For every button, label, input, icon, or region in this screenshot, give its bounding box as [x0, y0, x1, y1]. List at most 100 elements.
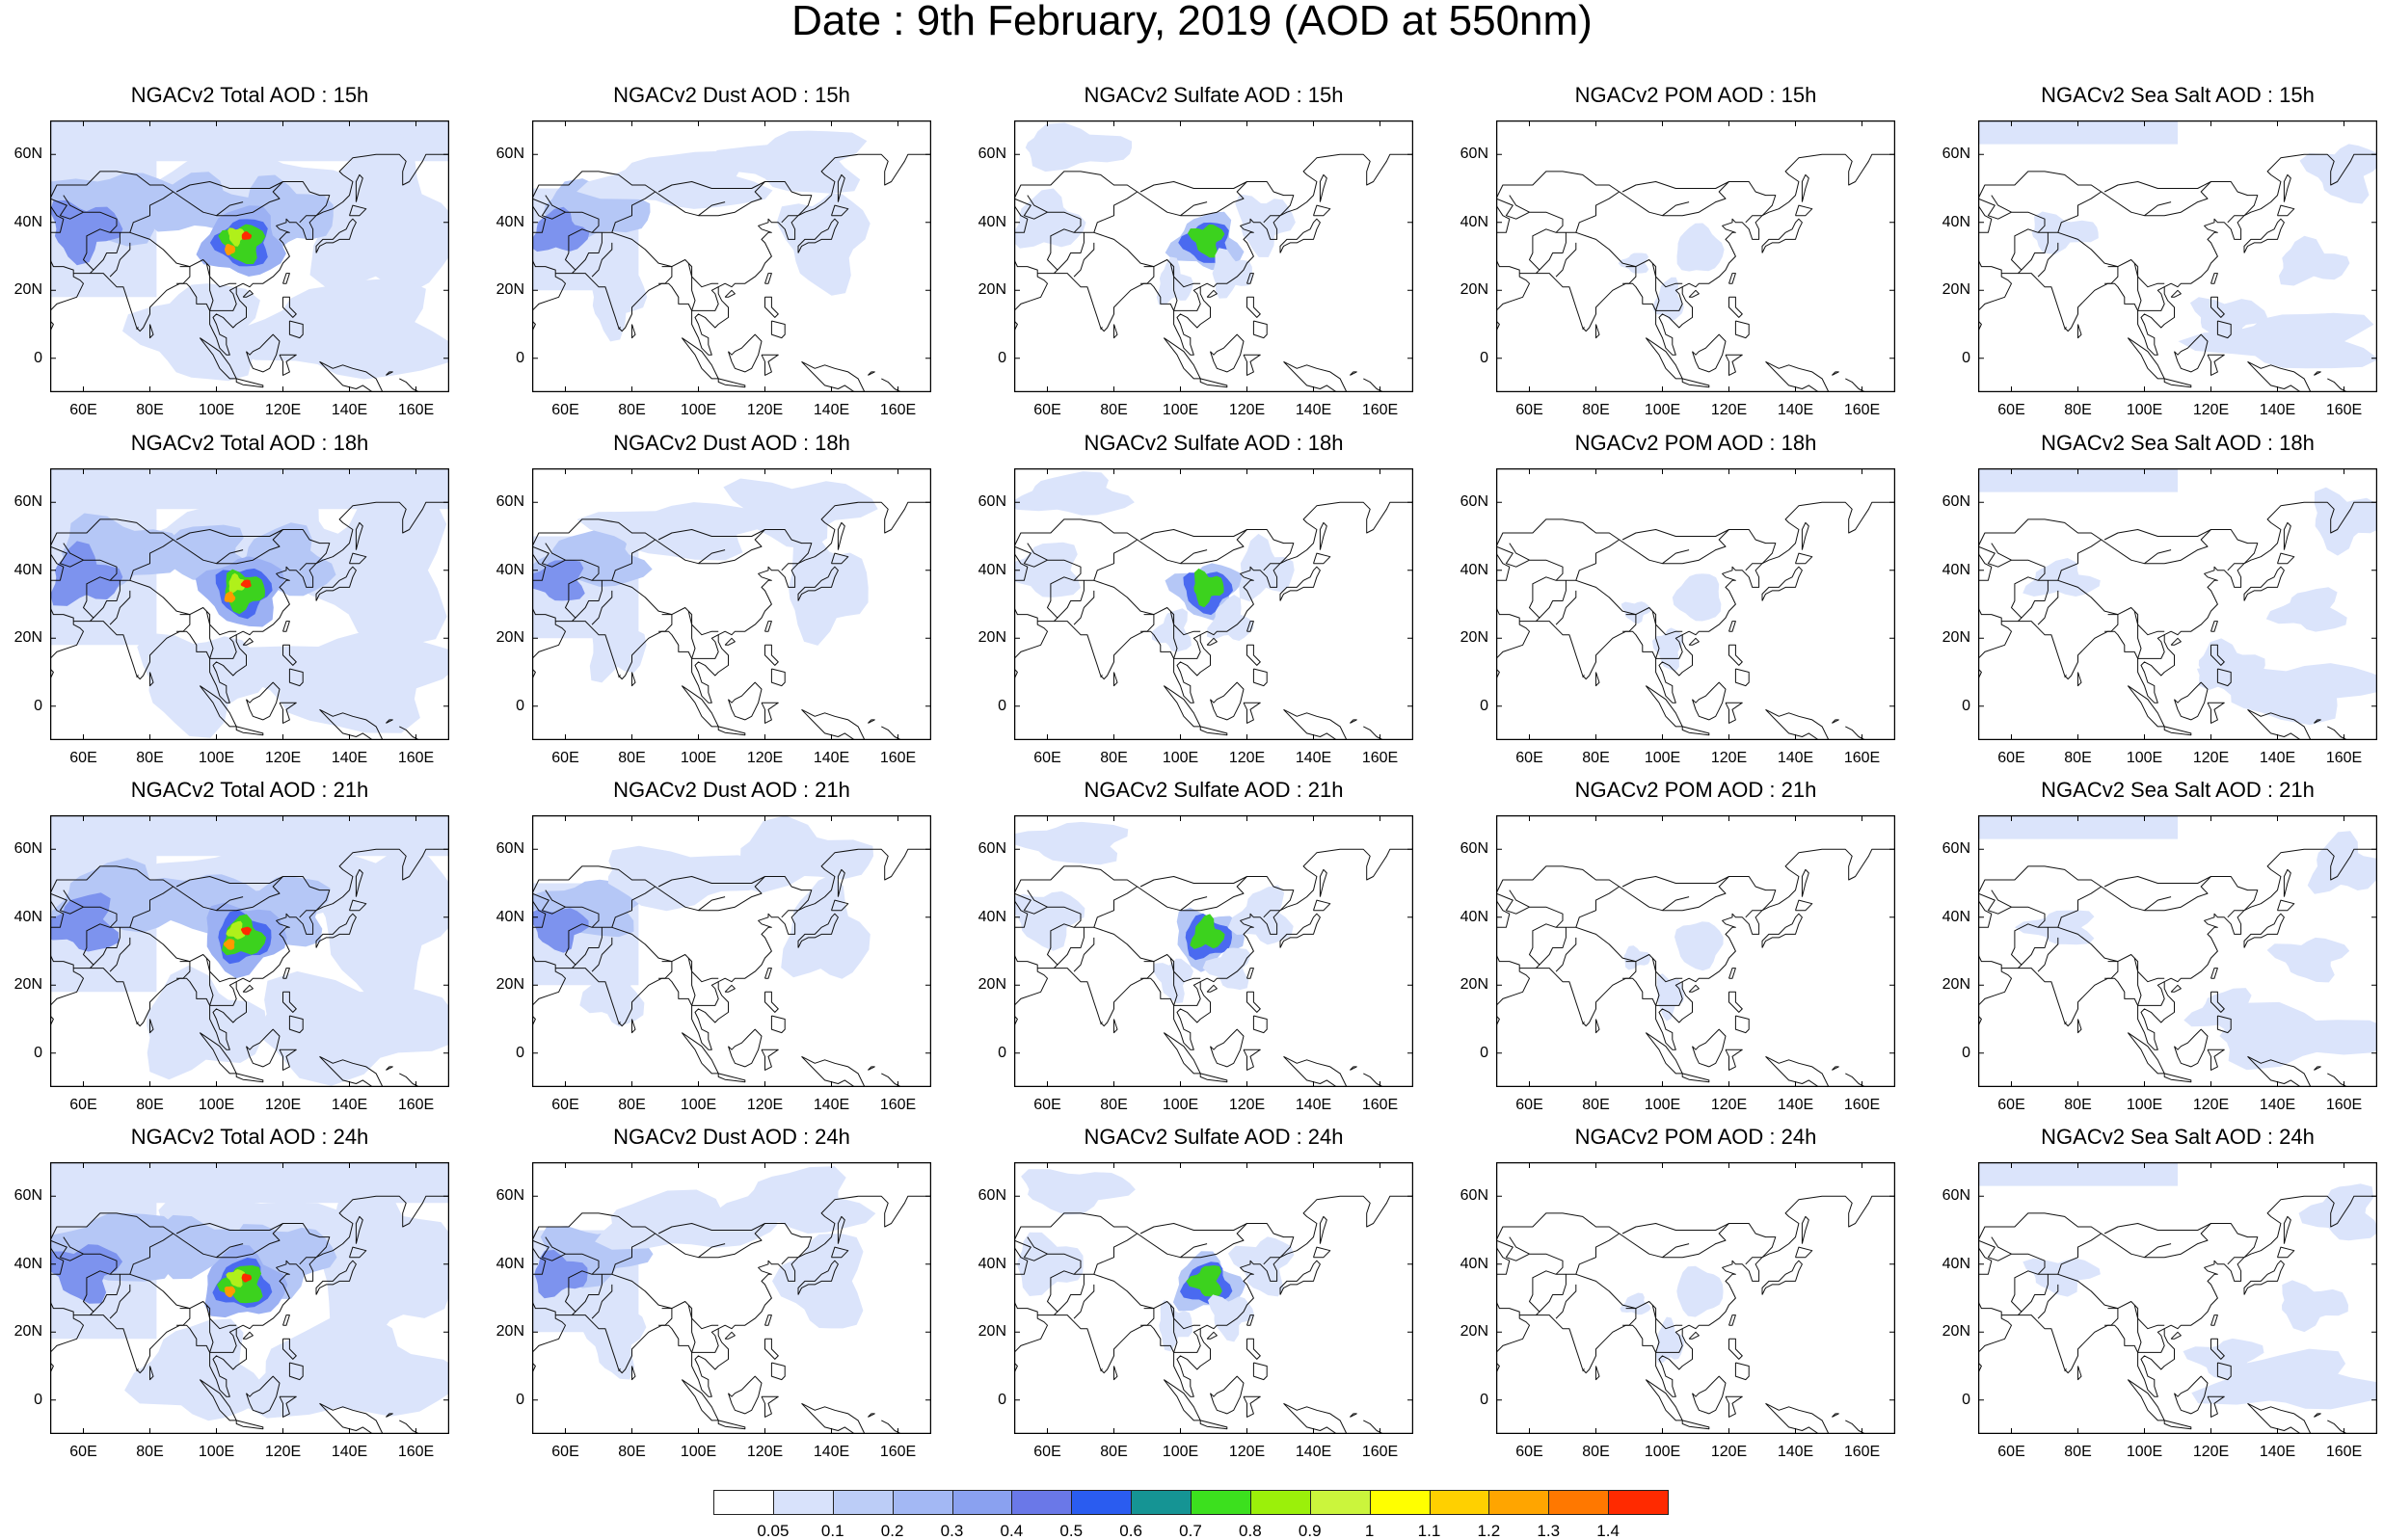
lat-tick-label: 20N [1942, 629, 1970, 647]
aod-fill-region [1016, 1232, 1084, 1296]
coastline [1496, 1246, 1511, 1275]
coastline [279, 702, 297, 724]
coastline [1734, 1362, 1750, 1381]
country-border [591, 242, 613, 278]
coastline [1728, 273, 1736, 284]
map-frame [1014, 120, 1413, 392]
coastline [1014, 204, 1029, 233]
coastline [282, 991, 297, 1013]
lon-tick-label: 100E [198, 750, 235, 766]
coastline [1113, 1019, 1118, 1034]
coastline [2243, 218, 2285, 253]
lon-tick-label: 120E [2192, 1097, 2230, 1113]
aod-map [1014, 468, 1413, 740]
coastline [1765, 360, 1830, 392]
aod-fill-region [788, 531, 869, 646]
panel-title: NGACv2 Total AOD : 24h [130, 1125, 369, 1149]
coastline [2283, 868, 2291, 897]
coastline [235, 726, 264, 736]
lon-tick-label: 120E [2192, 750, 2230, 766]
coastline [1100, 1368, 1103, 1372]
country-border [1263, 910, 1280, 918]
lon-tick-label: 160E [879, 1097, 917, 1113]
lat-tick-label: 40N [13, 213, 42, 230]
coastline [1692, 333, 1727, 373]
lon-tick-label: 160E [397, 402, 435, 418]
coastline [2210, 621, 2218, 632]
country-border [698, 1243, 726, 1259]
map-frame [1978, 1162, 2377, 1434]
coastline [2314, 1413, 2321, 1418]
aod-fill-region [225, 631, 449, 733]
coastline [279, 1395, 297, 1418]
coastline [532, 1246, 547, 1275]
lat-tick-label: 0 [34, 1391, 42, 1408]
country-border [1621, 529, 1729, 541]
lat-tick-label: 20N [1460, 976, 1488, 994]
map-panel-sulfate-row2: NGACv2 Sulfate AOD : 18h 60N 40N 20N 0 60E 80E… [978, 431, 1413, 766]
lat-tick-label: 60N [1460, 1187, 1488, 1205]
coastline [1688, 289, 1700, 298]
coastline [386, 1413, 393, 1418]
country-border [1139, 1223, 1247, 1235]
map-panel-sulfate-row4: NGACv2 Sulfate AOD : 24h 60N 40N 20N 0 60E 80E… [978, 1125, 1413, 1460]
country-border [1180, 1243, 1208, 1259]
lon-tick-label: 60E [1997, 402, 2025, 418]
map-frame [1496, 815, 1895, 1087]
lon-tick-label: 160E [1361, 1444, 1399, 1460]
coastline [319, 1055, 384, 1087]
coastline [1688, 1331, 1700, 1340]
lon-tick-label: 100E [1162, 1097, 1199, 1113]
coastline [349, 204, 367, 217]
country-border [658, 961, 673, 979]
aod-fill-region [226, 920, 246, 940]
lat-tick-label: 20N [1460, 1323, 1488, 1341]
lat-tick-label: 60N [496, 146, 524, 163]
lon-tick-label: 140E [2259, 1444, 2296, 1460]
coastline [1279, 1260, 1321, 1295]
lon-tick-label: 120E [2192, 1444, 2230, 1460]
country-border [63, 543, 84, 561]
lon-tick-label: 120E [746, 1444, 784, 1460]
lon-tick-label: 160E [1361, 1097, 1399, 1113]
aod-fill-region [1152, 958, 1193, 1004]
lat-tick-label: 20N [1942, 281, 1970, 299]
coastline [1978, 1246, 1993, 1275]
lat-tick-label: 60N [1460, 493, 1488, 511]
country-border [591, 1284, 613, 1319]
map-frame [1496, 468, 1895, 740]
aod-fill-region [1674, 921, 1724, 971]
colorbar-swatch [1011, 1490, 1073, 1515]
coastline [1014, 552, 1029, 581]
map-frame [1014, 1162, 1413, 1434]
country-border [1651, 610, 1683, 659]
coastline [1801, 521, 1809, 550]
aod-fill-region [1676, 1265, 1724, 1317]
coastline [1728, 968, 1736, 979]
aod-fill-region [2266, 937, 2350, 983]
country-border [572, 232, 603, 274]
coastline [764, 968, 772, 979]
coastline [279, 354, 297, 376]
lon-tick-label: 100E [1162, 1444, 1199, 1460]
country-border [1536, 580, 1567, 622]
coastline [1246, 621, 1254, 632]
lat-tick-label: 60N [496, 840, 524, 858]
lon-tick-label: 100E [1644, 402, 1681, 418]
country-border [657, 876, 765, 888]
aod-fill-region [607, 845, 775, 912]
lon-tick-label: 60E [1033, 402, 1061, 418]
lon-tick-label: 160E [879, 1444, 917, 1460]
coastline [837, 521, 845, 550]
lon-tick-label: 160E [1361, 750, 1399, 766]
country-border [2101, 876, 2259, 912]
country-border [657, 1223, 765, 1235]
lat-tick-label: 0 [516, 1044, 524, 1061]
aod-fill-region [2198, 638, 2265, 690]
coastline [2314, 1066, 2321, 1071]
lon-tick-label: 80E [618, 402, 646, 418]
country-border [1575, 1273, 1683, 1330]
country-border [1991, 543, 2012, 561]
country-border [2103, 1223, 2211, 1235]
coastline [1692, 681, 1727, 721]
